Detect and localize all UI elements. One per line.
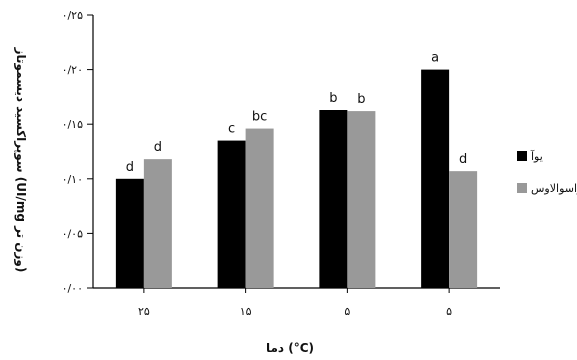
y-tick-label: ۰/۲۵ [62,9,84,22]
x-axis-title: دما (°C) [266,341,314,355]
legend-label: یوآ [530,149,543,163]
bar-gray [245,128,274,288]
x-tick-label: ۲۵ [138,305,150,318]
x-tick-label: ۵ [344,305,350,318]
significance-labels: d d c bc b b a d [126,51,468,175]
significance-label: b [357,92,365,107]
significance-label: b [329,91,337,106]
y-tick-label: ۰/۰۵ [62,227,84,240]
significance-label: bc [252,110,267,125]
bar-black [319,110,348,288]
y-axis: ۰/۰۰ ۰/۰۵ ۰/۱۰ ۰/۱۵ ۰/۲۰ ۰/۲۵ [62,9,94,295]
y-tick-label: ۰/۰۰ [62,282,83,295]
bar-black [115,178,144,288]
legend-label: راسوالاوس [531,182,577,195]
legend-swatch [517,183,527,193]
x-tick-label: ۱۵ [240,305,252,318]
bar-gray [347,111,376,288]
significance-label: d [126,160,134,175]
y-tick-label: ۰/۲۰ [62,64,83,77]
y-axis-title: سوپراکسید دیسموتاز (UI/mg وزن تر) [13,47,28,273]
legend: یوآ راسوالاوس [517,149,577,195]
significance-label: c [228,122,235,137]
y-tick-label: ۰/۱۰ [62,173,83,186]
bar-black [217,140,246,288]
significance-label: a [431,51,439,66]
bar-black [421,69,450,288]
significance-label: d [154,140,162,155]
bar-gray [143,159,172,288]
x-axis: ۲۵ ۱۵ ۵ ۵ [93,287,500,318]
significance-label: d [459,152,467,167]
x-tick-label: ۵ [446,305,452,318]
bar-gray [449,171,478,288]
y-tick-label: ۰/۱۵ [62,118,84,131]
bars [115,69,478,288]
legend-swatch [517,151,527,161]
